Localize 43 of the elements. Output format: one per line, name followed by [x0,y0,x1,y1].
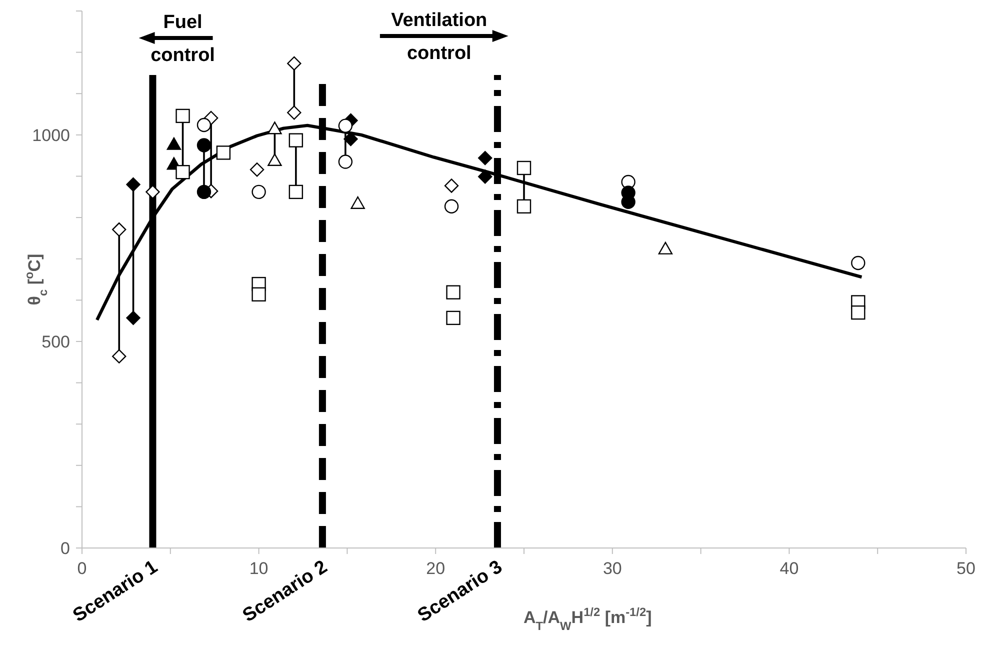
point [350,196,365,209]
point [176,108,190,124]
x-tick-label: 30 [602,559,622,578]
point [338,118,353,133]
point [268,153,282,166]
point [478,150,492,166]
x-tick-label: 50 [956,559,976,578]
point [166,137,182,150]
x-tick-label: 40 [780,559,799,578]
point [196,184,212,200]
x-tick-label: 10 [249,559,268,578]
point [444,199,459,214]
point [288,133,304,148]
text: A$_{T}$/A$_{W}$H$^{1/2}$ [m$^{-1/2}$] [524,605,652,633]
point [196,118,212,132]
point [478,170,492,184]
point [287,56,302,71]
x-tick-label: 20 [426,559,446,578]
point [446,310,460,326]
y-tick-label: 500 [42,332,70,352]
point [146,184,160,200]
point [196,138,212,152]
point [516,160,532,176]
point [126,177,140,192]
point [446,285,460,300]
y-tick-label: 0 [60,539,70,558]
point [252,287,266,302]
point [658,242,673,254]
point [268,122,282,134]
x-tick-label: 0 [77,559,87,578]
point [112,222,126,237]
point [288,184,304,200]
y-tick-label: 1000 [32,126,70,145]
annotation: Ventilation control [391,10,488,64]
point [851,305,866,320]
point [338,154,353,169]
point [176,165,190,180]
point [216,146,231,160]
annotation: Fuel control [150,12,215,66]
point [112,349,126,364]
point [126,310,140,326]
point [287,106,302,120]
point [516,199,532,214]
